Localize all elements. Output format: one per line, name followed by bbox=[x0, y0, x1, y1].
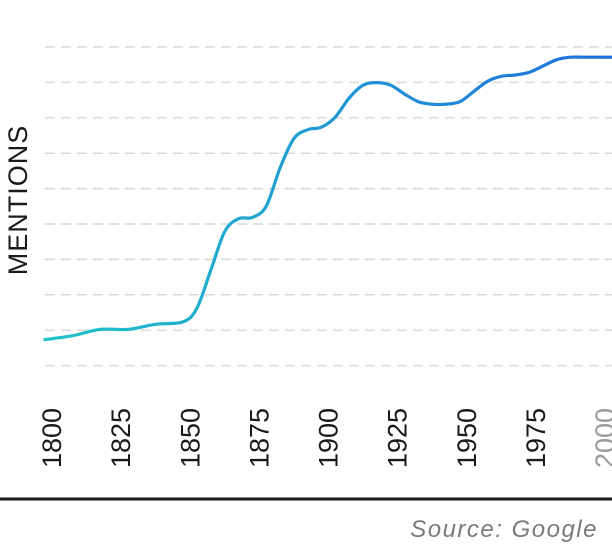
source-credit: Source: Google bbox=[410, 516, 598, 543]
x-tick-label-2000: 2000 bbox=[590, 408, 612, 468]
x-tick-label-1925: 1925 bbox=[383, 408, 413, 468]
x-axis-ticks: 1800 1825 1850 1875 1900 1925 1950 1975 2000 bbox=[37, 408, 612, 468]
mentions-series-line bbox=[43, 55, 612, 342]
y-axis-label: MENTIONS bbox=[3, 125, 33, 276]
x-tick-label-1850: 1850 bbox=[175, 408, 205, 468]
x-tick-label-1800: 1800 bbox=[37, 408, 67, 468]
x-tick-label-1875: 1875 bbox=[244, 408, 274, 468]
gridlines bbox=[45, 46, 612, 367]
x-tick-label-1950: 1950 bbox=[452, 408, 482, 468]
x-tick-label-1900: 1900 bbox=[314, 408, 344, 468]
x-tick-label-1825: 1825 bbox=[106, 408, 136, 468]
x-tick-label-1975: 1975 bbox=[521, 408, 551, 468]
